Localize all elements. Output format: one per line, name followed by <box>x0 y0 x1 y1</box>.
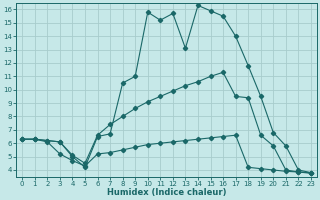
X-axis label: Humidex (Indice chaleur): Humidex (Indice chaleur) <box>107 188 226 197</box>
